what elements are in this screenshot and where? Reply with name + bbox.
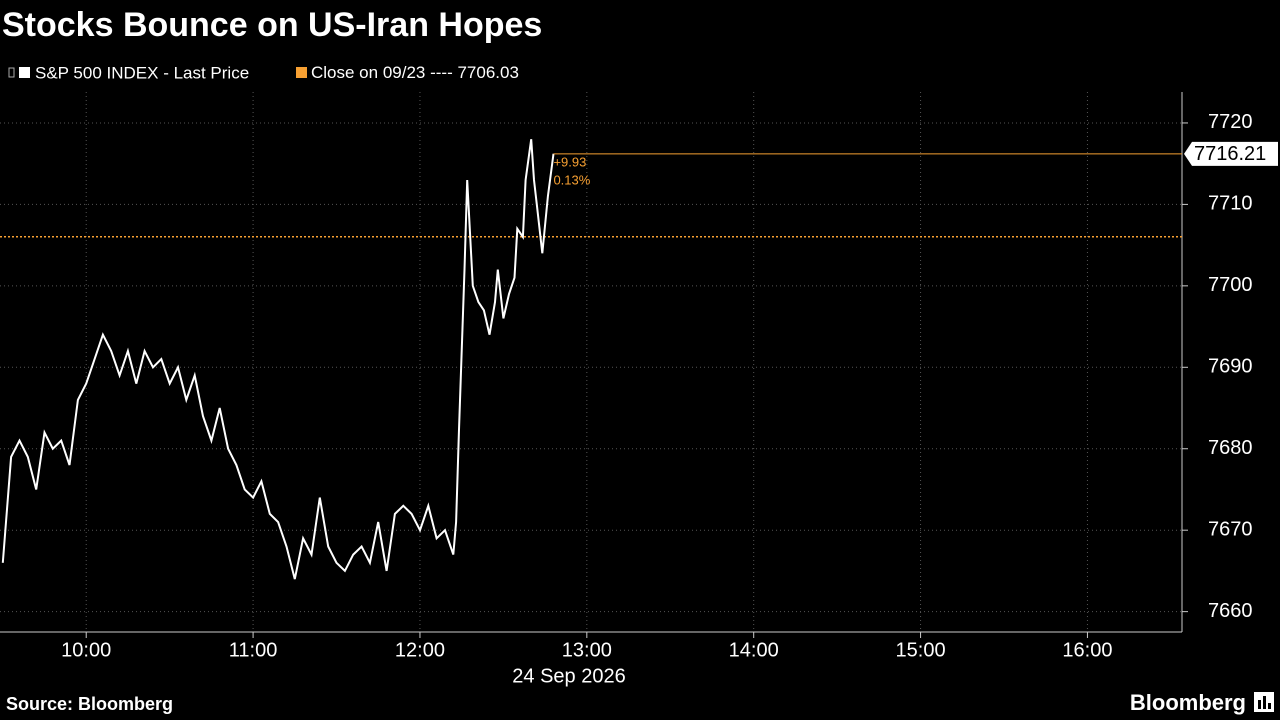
price-line xyxy=(1,139,555,580)
legend-label: S&P 500 INDEX - Last Price xyxy=(35,63,249,82)
brand-icon-bar xyxy=(1258,700,1261,709)
x-tick-label: 12:00 xyxy=(395,639,445,661)
y-tick-label: 7670 xyxy=(1208,518,1253,540)
y-tick-label: 7700 xyxy=(1208,274,1253,296)
legend-label: Close on 09/23 ---- 7706.03 xyxy=(311,63,519,82)
source: Source: Bloomberg xyxy=(6,694,173,714)
brand-icon-bar xyxy=(1263,696,1266,709)
x-tick-label: 11:00 xyxy=(229,639,278,661)
x-tick-label: 15:00 xyxy=(896,639,946,661)
y-tick-label: 7660 xyxy=(1208,600,1253,622)
x-tick-label: 10:00 xyxy=(61,639,111,661)
change-annotation: 0.13% xyxy=(553,172,590,187)
legend-swatch xyxy=(296,67,307,78)
x-tick-label: 13:00 xyxy=(562,639,612,661)
y-tick-label: 7710 xyxy=(1208,193,1253,215)
x-tick-label: 14:00 xyxy=(729,639,779,661)
brand-icon-bar xyxy=(1268,703,1271,709)
legend-value: 7706.03 xyxy=(457,63,518,82)
legend-marker xyxy=(8,67,15,78)
x-tick-label: 16:00 xyxy=(1062,639,1112,661)
last-price-label: 7716.21 xyxy=(1194,143,1266,165)
change-annotation: +9.93 xyxy=(553,154,586,169)
brand: Bloomberg xyxy=(1130,690,1246,715)
legend-label: Close on 09/23 ---- xyxy=(311,63,453,82)
y-tick-label: 7720 xyxy=(1208,111,1253,133)
legend-swatch xyxy=(19,67,30,78)
y-tick-label: 7680 xyxy=(1208,437,1253,459)
last-price-box xyxy=(1184,141,1278,166)
chart-title: Stocks Bounce on US-Iran Hopes xyxy=(2,6,542,44)
x-axis-label: 24 Sep 2026 xyxy=(512,665,625,687)
y-tick-label: 7690 xyxy=(1208,356,1253,378)
